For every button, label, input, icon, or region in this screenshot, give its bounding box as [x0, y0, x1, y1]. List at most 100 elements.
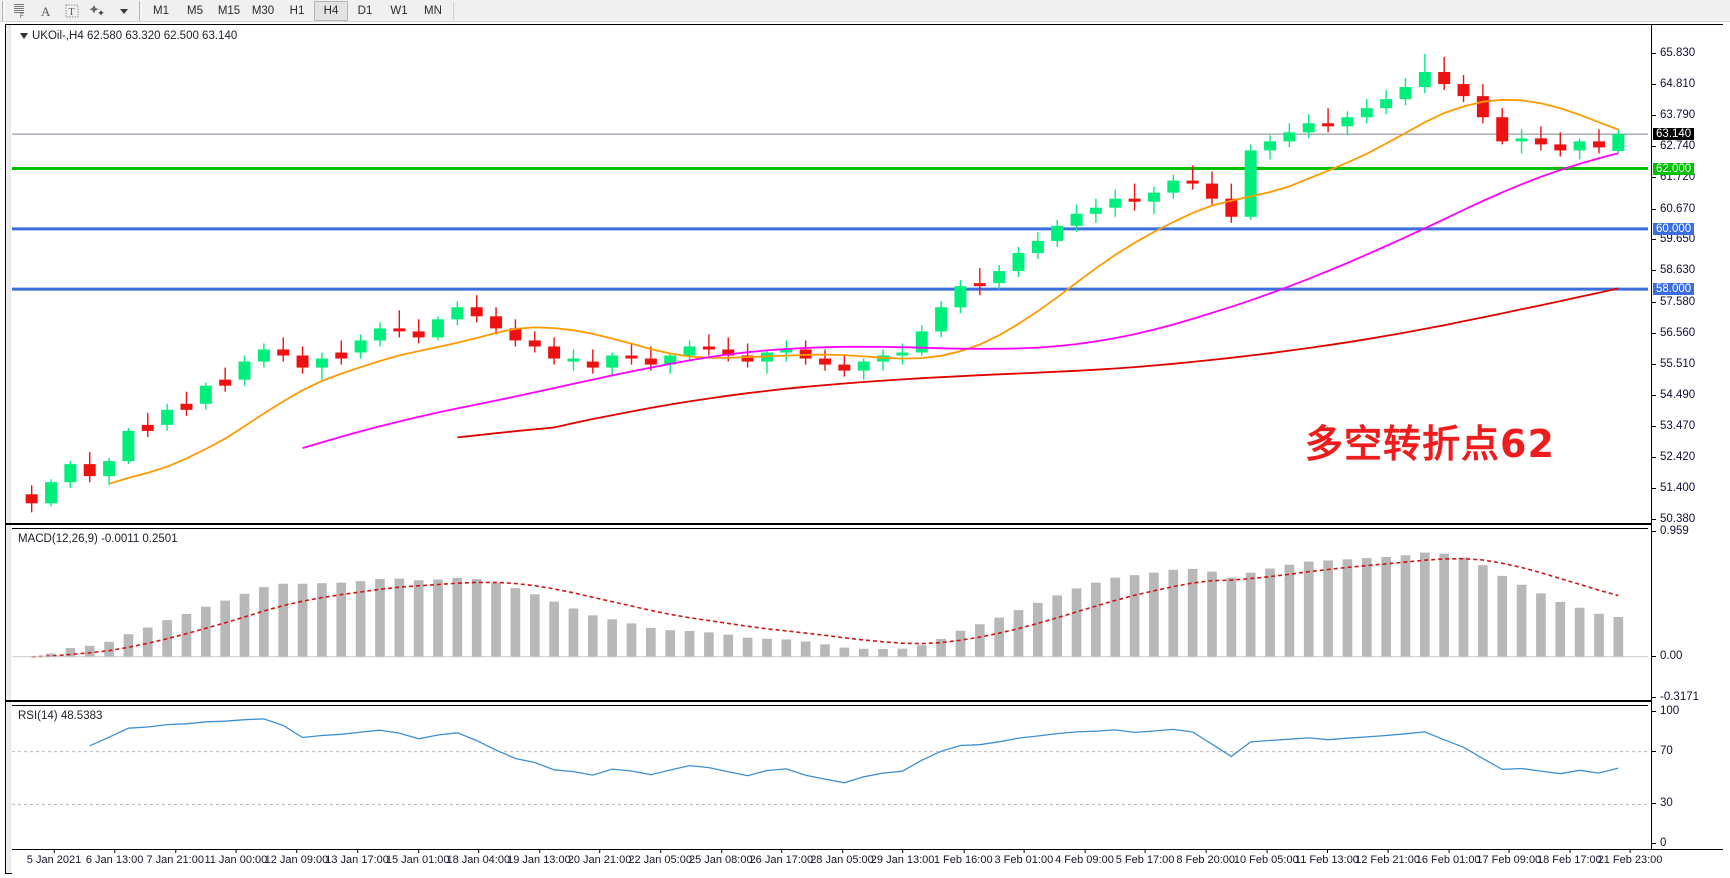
price-tick: 50.380 [1652, 513, 1695, 525]
price-tick: 54.490 [1652, 389, 1695, 401]
candle-body [741, 355, 754, 362]
toolbar-grip-2[interactable] [137, 0, 144, 21]
macd-plot [12, 552, 1648, 658]
panel-divider-1 [6, 523, 1722, 525]
timeframe-m1[interactable]: M1 [153, 4, 169, 17]
timeframe-m15[interactable]: M15 [217, 4, 241, 17]
date-tick: 3 Feb 01:00 [994, 849, 1054, 866]
price-tick: 55.510 [1652, 358, 1695, 370]
candle-body [103, 461, 116, 477]
candle-body [1205, 183, 1218, 199]
date-tick: 6 Jan 13:00 [85, 849, 144, 866]
candle-body [915, 331, 928, 353]
text-label-icon[interactable]: T [59, 1, 85, 21]
price-axis[interactable]: 65.830 64.810 63.790 62.740 61.720 60.670 59.6… [1651, 25, 1723, 874]
candle-body [1612, 134, 1625, 152]
candle-body [1418, 72, 1431, 88]
candle-body [664, 355, 677, 365]
chart-left-grip[interactable] [6, 25, 11, 873]
price-tick: 52.420 [1652, 451, 1695, 463]
price-tag-level-green: 62.000 [1653, 162, 1695, 175]
rsi-label: RSI(14) 48.5383 [18, 710, 103, 722]
candle-body [1167, 180, 1180, 193]
text-a-icon[interactable]: A [33, 1, 59, 21]
dropdown-arrow-icon[interactable] [111, 1, 137, 21]
candle-body [277, 349, 290, 356]
candle-body [1225, 198, 1238, 217]
macd-panel[interactable]: MACD(12,26,9) -0.0011 0.2501 [12, 528, 1648, 703]
crosshair-f-icon[interactable]: F [7, 1, 33, 21]
candle-body [838, 364, 851, 371]
candle-body [1302, 123, 1315, 133]
objects-icon[interactable] [85, 1, 111, 21]
toolbar-grip[interactable] [0, 0, 7, 21]
date-tick: 12 Feb 21:00 [1355, 849, 1420, 866]
price-tick: 53.470 [1652, 420, 1695, 432]
candle-body [509, 328, 522, 341]
candle-body [83, 464, 96, 477]
candle-body [64, 464, 77, 483]
macd-tick: 0.959 [1652, 525, 1689, 537]
timeframe-h1[interactable]: H1 [289, 4, 305, 17]
timeframe-d1[interactable]: D1 [357, 4, 373, 17]
candle-body [625, 355, 638, 359]
timeframe-w1[interactable]: W1 [390, 4, 408, 17]
price-tick: 60.670 [1652, 203, 1695, 215]
rsi-plot [12, 718, 1648, 805]
price-tick: 64.810 [1652, 78, 1695, 90]
candle-body [490, 316, 503, 329]
date-axis[interactable]: 5 Jan 2021 6 Jan 13:00 7 Jan 21:00 11 Jan 0… [12, 849, 1723, 874]
date-tick: 20 Jan 21:00 [567, 849, 632, 866]
candle-body [1128, 198, 1141, 202]
candle-body [1322, 123, 1335, 127]
date-tick: 1 Feb 16:00 [933, 849, 993, 866]
price-plot [12, 53, 1648, 513]
timeframe-m30[interactable]: M30 [251, 4, 275, 17]
candle-body [1089, 207, 1102, 214]
price-tag-level-blue: 60.000 [1653, 222, 1695, 235]
toolbar-separator [453, 1, 454, 20]
date-tick: 29 Jan 13:00 [870, 849, 935, 866]
collapse-triangle-icon[interactable] [20, 32, 28, 39]
price-panel[interactable]: UKOil-,H4 62.580 63.320 62.500 63.140 多空… [12, 25, 1648, 523]
candle-body [935, 307, 948, 332]
rsi-panel[interactable]: RSI(14) 48.5383 [12, 705, 1648, 847]
date-tick: 28 Jan 05:00 [810, 849, 874, 866]
timeframe-h4[interactable]: H4 [314, 0, 348, 21]
candle-body [722, 349, 735, 356]
candle-body [315, 358, 328, 368]
price-tick: 56.560 [1652, 327, 1695, 339]
candle-body [993, 271, 1006, 284]
candle-body [1283, 132, 1296, 142]
toolbar: F A T M1 M5 M15 M30 H1 H4 D1 W1 M [0, 0, 1730, 22]
timeframe-m5[interactable]: M5 [187, 4, 203, 17]
date-tick: 4 Feb 09:00 [1055, 849, 1114, 866]
candle-body [954, 286, 967, 308]
rsi-tick: 0 [1652, 837, 1666, 849]
candle-body [1380, 99, 1393, 109]
chart-annotation: 多空转折点62 [1305, 422, 1555, 466]
candle-body [548, 346, 561, 359]
candle-body [1012, 252, 1025, 272]
price-tick: 62.740 [1652, 140, 1695, 152]
symbol-ohlc-text: UKOil-,H4 62.580 63.320 62.500 63.140 [32, 30, 238, 42]
candle-body [973, 283, 986, 287]
date-tick: 21 Feb 23:00 [1597, 849, 1663, 866]
candle-body [857, 361, 870, 371]
candle-body [335, 352, 348, 359]
macd-tick: 0.00 [1652, 650, 1682, 662]
timeframe-mn[interactable]: MN [424, 4, 442, 17]
ma-slow-line [457, 287, 1619, 439]
candle-body [1186, 180, 1199, 184]
candle-body [896, 352, 909, 356]
macd-signal-line [31, 557, 1619, 658]
date-tick: 13 Jan 17:00 [325, 849, 389, 866]
price-tick: 58.630 [1652, 264, 1695, 276]
date-tick: 15 Jan 01:00 [385, 849, 450, 866]
panel-divider-2 [6, 700, 1722, 702]
timeframe-group: M1 M5 M15 M30 H1 H4 D1 W1 MN [144, 0, 450, 21]
date-tick: 5 Feb 17:00 [1115, 849, 1175, 866]
candle-body [1438, 72, 1451, 85]
date-tick: 18 Feb 17:00 [1536, 849, 1602, 866]
